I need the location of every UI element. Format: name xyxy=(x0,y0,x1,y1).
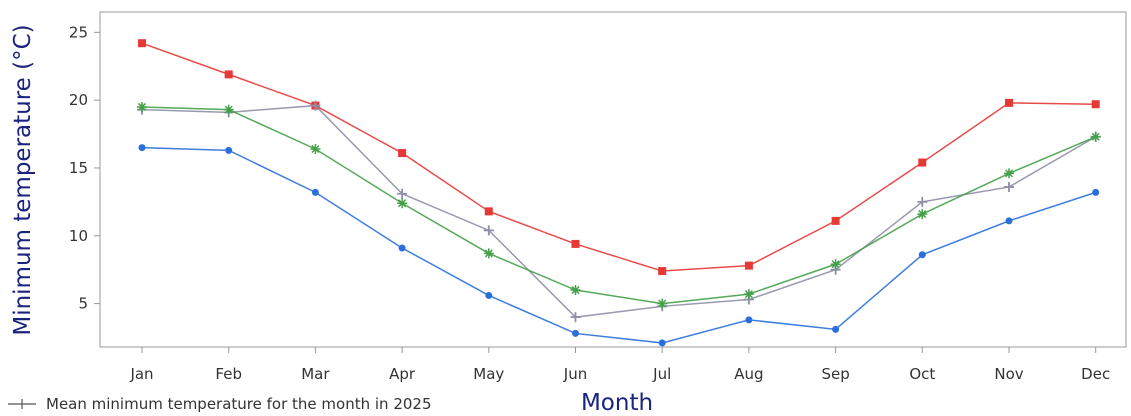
series-line xyxy=(141,42,1096,272)
data-point xyxy=(137,101,147,112)
data-point xyxy=(743,289,754,300)
data-point xyxy=(570,312,581,323)
data-point xyxy=(745,316,753,324)
data-point xyxy=(917,196,928,207)
y-tick-label: 10 xyxy=(69,227,88,245)
x-tick-label: Jun xyxy=(563,365,587,383)
x-tick-label: Sep xyxy=(821,365,849,383)
plot-area xyxy=(99,11,1127,348)
y-tick-label: 5 xyxy=(78,295,88,313)
x-tick-label: Feb xyxy=(215,365,242,383)
data-point xyxy=(918,251,926,259)
x-tick-label: Jul xyxy=(652,365,671,383)
y-tick-label: 20 xyxy=(69,91,88,109)
series-line xyxy=(141,104,1097,318)
data-point xyxy=(397,188,408,199)
series-4 xyxy=(138,144,1100,347)
data-point xyxy=(138,144,146,152)
data-point xyxy=(1004,168,1014,179)
x-tick-label: Apr xyxy=(389,365,416,383)
y-axis: 5 10 15 20 25 xyxy=(69,23,100,313)
data-point xyxy=(311,188,319,196)
data-point xyxy=(918,158,927,167)
data-point xyxy=(917,209,928,220)
data-point xyxy=(223,104,234,115)
data-point xyxy=(1005,217,1013,225)
x-axis: Jan Feb Mar Apr May Jun Jul Aug Sep Oct Nov Dec xyxy=(129,347,1110,383)
data-point xyxy=(657,298,668,309)
y-axis-title: Minimum temperature (°C) xyxy=(10,24,36,335)
x-tick-label: Nov xyxy=(994,365,1023,383)
data-point xyxy=(1091,100,1100,109)
data-point xyxy=(572,329,579,337)
x-tick-label: Dec xyxy=(1081,365,1110,383)
x-tick-label: May xyxy=(473,365,504,383)
x-tick-label: Jan xyxy=(129,365,153,383)
data-point xyxy=(310,143,321,154)
data-point xyxy=(398,244,406,252)
x-axis-title: Month xyxy=(581,390,653,416)
data-point xyxy=(397,198,408,209)
x-tick-label: Aug xyxy=(734,365,763,383)
data-point xyxy=(830,259,841,270)
y-tick-label: 15 xyxy=(69,159,88,177)
data-point xyxy=(1092,188,1100,196)
series-3 xyxy=(137,101,1101,309)
data-point xyxy=(225,146,233,154)
x-tick-label: Mar xyxy=(301,365,330,383)
data-point xyxy=(398,149,407,158)
data-point xyxy=(484,207,493,216)
data-point xyxy=(658,267,667,276)
series-1 xyxy=(138,39,1100,276)
data-point xyxy=(483,225,494,236)
series-line xyxy=(141,106,1096,305)
data-point xyxy=(310,100,321,111)
data-point xyxy=(571,239,580,248)
data-point xyxy=(1004,181,1014,192)
data-point xyxy=(224,70,233,79)
data-point xyxy=(485,291,493,299)
data-point xyxy=(658,339,666,347)
data-point xyxy=(744,261,753,270)
data-point xyxy=(831,216,840,225)
data-point xyxy=(138,39,146,48)
data-point xyxy=(483,248,494,259)
y-tick-label: 25 xyxy=(69,23,88,41)
data-point xyxy=(1005,98,1013,107)
series-line xyxy=(141,146,1096,344)
data-point xyxy=(570,285,581,296)
legend: Mean minimum temperature for the month i… xyxy=(8,395,432,413)
series-layer xyxy=(137,39,1101,347)
x-tick-label: Oct xyxy=(909,365,935,383)
data-point xyxy=(832,325,840,333)
data-point xyxy=(1090,131,1101,142)
legend-label: Mean minimum temperature for the month i… xyxy=(46,395,432,413)
